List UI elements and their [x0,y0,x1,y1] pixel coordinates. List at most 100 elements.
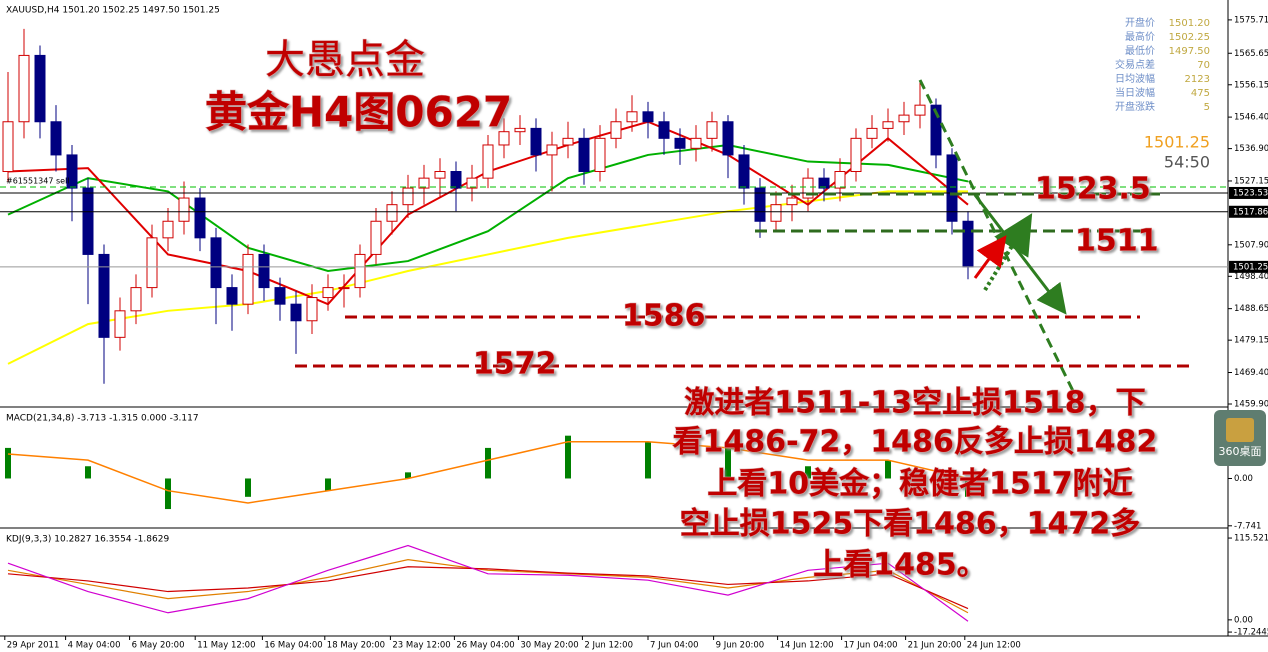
info-label: 开盘价 [1125,16,1155,29]
order-label: #61551347 sell [6,177,70,186]
candle-body [738,154,750,189]
candle-body [370,220,382,255]
candle-body [514,127,526,133]
y-tick-label: 1507.90 [1234,240,1268,250]
x-tick-label: 29 Apr 2011 [7,641,60,651]
candle-body [98,253,110,338]
widget-icon [1226,418,1254,442]
level-label: 1523.5 [1035,172,1151,207]
macd-title: MACD(21,34,8) -3.713 -1.315 0.000 -3.117 [6,414,199,424]
macd-bar [325,478,331,491]
candle-body [34,54,46,123]
candle-body [562,137,574,146]
macd-bar [165,478,171,510]
y-tick-label: 1565.65 [1234,49,1268,59]
candle-body [706,121,718,139]
x-tick-label: 7 Jun 04:00 [650,641,699,651]
candle-body [754,187,766,222]
candle-body [658,121,670,139]
candle-body [882,121,894,129]
candle-body [50,121,62,156]
level-label: 1501.25 [1233,262,1268,272]
candle-body [194,197,206,239]
candle-body [290,303,302,322]
macd-bar [725,447,731,479]
info-value: 2123 [1185,74,1210,85]
y-tick-label: 1527.15 [1234,176,1268,186]
up-arrow [983,213,1033,292]
rebound-arrow [973,235,1007,279]
candle-body [834,171,846,189]
candle-body [114,310,126,338]
candle-body [610,121,622,139]
candle-body [162,220,174,239]
candle-body [274,287,286,305]
plan-line: 上看10美金；稳健者1517附近 [707,467,1132,502]
candle-body [418,177,430,189]
kdj-line [7,566,969,610]
moving-average [7,143,969,273]
candle-body [850,137,862,173]
current-price: 1501.25 [1144,133,1210,152]
level-label: 1572 [473,347,557,382]
candle-body [402,187,414,206]
x-tick-label: 18 May 20:00 [327,641,385,651]
y-tick-label: 1498.40 [1234,272,1268,282]
macd-bar [405,472,411,479]
kdj-line [7,559,969,614]
candle-body [530,127,542,156]
macd-bar [885,460,891,479]
macd-signal [7,441,969,504]
x-tick-label: 16 May 04:00 [264,641,322,651]
candle-body [786,197,798,206]
candle-body [242,253,254,305]
level-box [1229,186,1268,199]
x-tick-label: 30 May 20:00 [520,641,578,651]
candle-body [898,114,910,123]
kdj-title: KDJ(9,3,3) 10.2827 16.3554 -1.8629 [6,535,169,545]
level-label: 1523.53 [1233,188,1268,198]
y-tick-label: 1488.65 [1234,304,1268,314]
candle-body [866,127,878,139]
info-value: 70 [1197,60,1210,71]
candle-body [962,220,974,268]
candle-body [82,187,94,255]
info-value: 1501.20 [1169,18,1210,29]
candle-body [450,171,462,189]
x-tick-label: 14 Jun 12:00 [780,641,834,651]
candle-body [818,177,830,189]
candle-body [466,177,478,189]
y-tick-label: 1575.71 [1234,15,1268,25]
x-tick-label: 6 May 20:00 [132,641,185,651]
candle-body [386,204,398,222]
candle-body [594,137,606,173]
plan-line: 看1486-72，1486反多止损1482 [673,425,1158,460]
level-label: 1586 [622,299,706,334]
info-label: 开盘涨跌 [1115,100,1155,113]
y-tick-label: 1536.90 [1234,144,1268,154]
info-value: 475 [1191,88,1210,99]
candle-body [946,154,958,222]
y-tick-label: 0.00 [1234,615,1253,625]
macd-bar [485,447,491,479]
candle-body [226,287,238,305]
x-tick-label: 23 May 12:00 [392,641,450,651]
plan-line: 激进者1511-13空止损1518，下 [684,386,1145,421]
level-box [1229,205,1268,218]
info-value: 1502.25 [1169,32,1210,43]
y-tick-label: 1556.15 [1234,80,1268,90]
plan-line: 空止损1525下看1486，1472多 [680,507,1141,542]
info-label: 最低价 [1125,44,1155,57]
widget-label[interactable]: 360桌面 [1219,445,1262,458]
kdj-line [7,544,969,622]
candle-body [722,121,734,156]
candle-body [914,104,926,116]
macd-bar [5,447,11,479]
macd-bar [645,441,651,479]
info-label: 日均波幅 [1115,72,1155,85]
level-box [1229,260,1268,273]
bar-timer: 54:50 [1164,153,1210,172]
widget-360[interactable]: 360桌面 [1214,410,1266,466]
y-tick-label: 0.00 [1234,474,1253,484]
